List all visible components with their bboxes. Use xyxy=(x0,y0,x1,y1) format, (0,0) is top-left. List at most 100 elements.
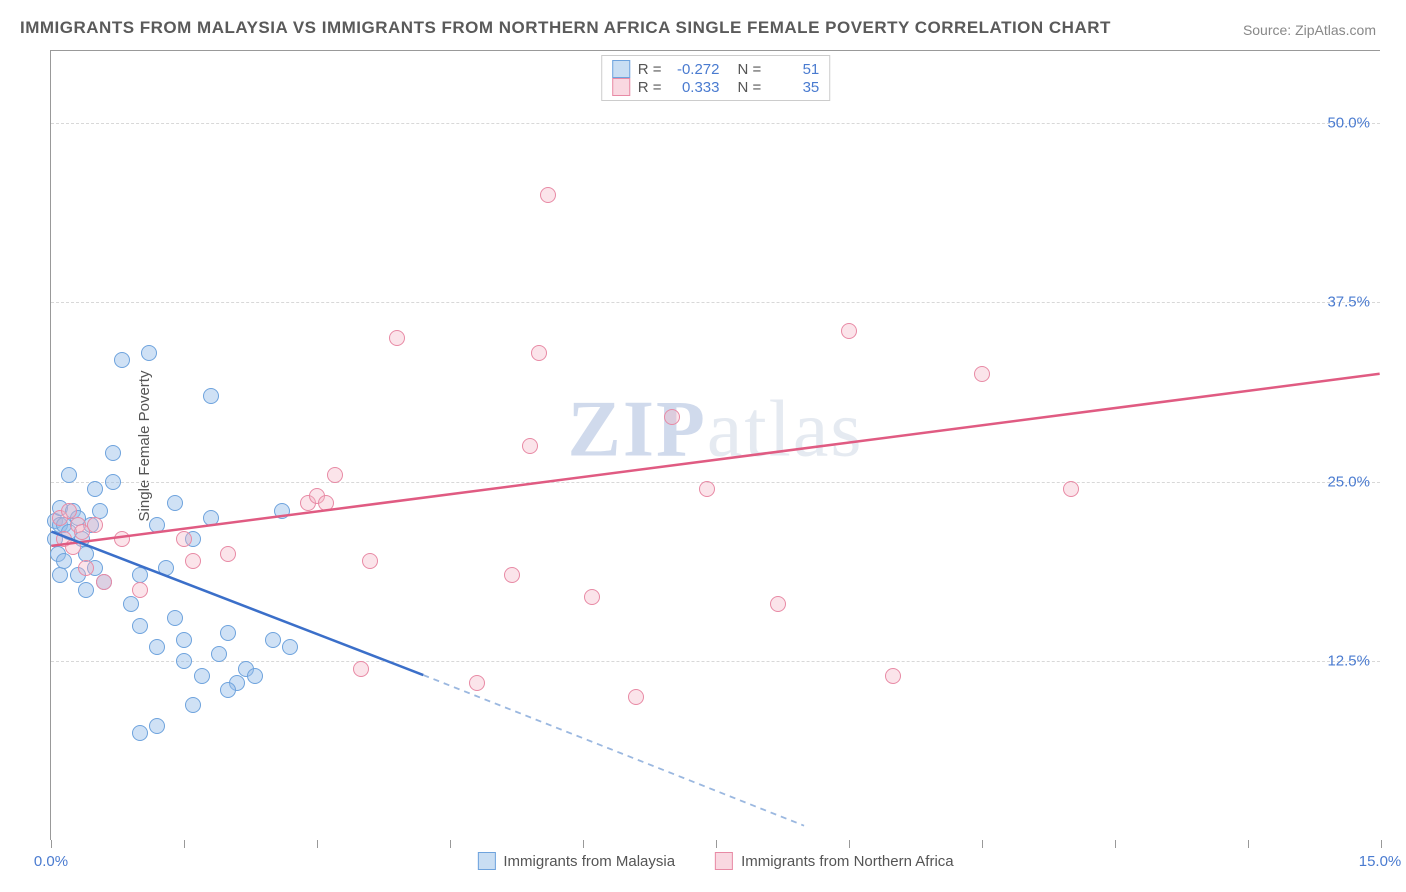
data-point xyxy=(114,531,130,547)
data-point xyxy=(158,560,174,576)
chart-title: IMMIGRANTS FROM MALAYSIA VS IMMIGRANTS F… xyxy=(20,18,1111,38)
n-label: N = xyxy=(738,61,762,78)
legend-item-malaysia: Immigrants from Malaysia xyxy=(477,852,675,870)
data-point xyxy=(123,596,139,612)
data-point xyxy=(220,682,236,698)
watermark-rest: atlas xyxy=(707,385,864,473)
data-point xyxy=(194,668,210,684)
x-tick xyxy=(317,840,318,848)
data-point xyxy=(114,352,130,368)
data-point xyxy=(1063,481,1079,497)
watermark-bold: ZIP xyxy=(568,385,707,473)
data-point xyxy=(220,546,236,562)
source-name: ZipAtlas.com xyxy=(1295,22,1376,38)
data-point xyxy=(699,481,715,497)
legend-label-nafrica: Immigrants from Northern Africa xyxy=(741,853,954,870)
data-point xyxy=(362,553,378,569)
data-point xyxy=(185,553,201,569)
data-point xyxy=(504,567,520,583)
series-legend: Immigrants from Malaysia Immigrants from… xyxy=(477,852,953,870)
data-point xyxy=(203,510,219,526)
data-point xyxy=(176,632,192,648)
data-point xyxy=(841,323,857,339)
data-point xyxy=(664,409,680,425)
data-point xyxy=(149,718,165,734)
data-point xyxy=(61,467,77,483)
data-point xyxy=(141,345,157,361)
data-point xyxy=(149,517,165,533)
legend-row-nafrica: R = 0.333 N = 35 xyxy=(612,78,820,96)
y-tick-label: 50.0% xyxy=(1327,114,1370,131)
data-point xyxy=(65,539,81,555)
data-point xyxy=(87,481,103,497)
r-label: R = xyxy=(638,61,662,78)
y-tick-label: 37.5% xyxy=(1327,294,1370,311)
r-value-nafrica: 0.333 xyxy=(670,79,720,96)
data-point xyxy=(274,503,290,519)
gridline xyxy=(51,482,1380,483)
data-point xyxy=(56,553,72,569)
chart-plot-area: Single Female Poverty ZIPatlas 12.5%25.0… xyxy=(50,50,1380,840)
data-point xyxy=(105,474,121,490)
x-tick-label-max: 15.0% xyxy=(1359,853,1402,870)
data-point xyxy=(185,697,201,713)
source-label: Source: xyxy=(1243,22,1295,38)
data-point xyxy=(105,445,121,461)
y-tick-label: 12.5% xyxy=(1327,653,1370,670)
data-point xyxy=(522,438,538,454)
data-point xyxy=(247,668,263,684)
x-tick xyxy=(849,840,850,848)
data-point xyxy=(132,618,148,634)
data-point xyxy=(78,582,94,598)
swatch-blue-2 xyxy=(477,852,495,870)
data-point xyxy=(132,582,148,598)
data-point xyxy=(353,661,369,677)
data-point xyxy=(149,639,165,655)
data-point xyxy=(265,632,281,648)
gridline xyxy=(51,302,1380,303)
x-tick xyxy=(1115,840,1116,848)
r-label-2: R = xyxy=(638,79,662,96)
data-point xyxy=(96,574,112,590)
data-point xyxy=(974,366,990,382)
data-point xyxy=(167,610,183,626)
x-tick xyxy=(51,840,52,848)
data-point xyxy=(584,589,600,605)
swatch-pink xyxy=(612,78,630,96)
legend-item-nafrica: Immigrants from Northern Africa xyxy=(715,852,954,870)
data-point xyxy=(78,560,94,576)
data-point xyxy=(770,596,786,612)
n-value-malaysia: 51 xyxy=(769,61,819,78)
source-attribution: Source: ZipAtlas.com xyxy=(1243,22,1376,38)
data-point xyxy=(389,330,405,346)
x-tick xyxy=(716,840,717,848)
data-point xyxy=(211,646,227,662)
x-tick xyxy=(982,840,983,848)
data-point xyxy=(87,517,103,533)
data-point xyxy=(318,495,334,511)
y-tick-label: 25.0% xyxy=(1327,473,1370,490)
legend-row-malaysia: R = -0.272 N = 51 xyxy=(612,60,820,78)
gridline xyxy=(51,123,1380,124)
trend-lines xyxy=(51,51,1380,840)
data-point xyxy=(531,345,547,361)
n-value-nafrica: 35 xyxy=(769,79,819,96)
x-tick xyxy=(450,840,451,848)
x-tick xyxy=(1248,840,1249,848)
data-point xyxy=(885,668,901,684)
data-point xyxy=(469,675,485,691)
x-tick xyxy=(1381,840,1382,848)
data-point xyxy=(176,531,192,547)
legend-label-malaysia: Immigrants from Malaysia xyxy=(503,853,675,870)
x-tick-label-min: 0.0% xyxy=(34,853,68,870)
correlation-legend: R = -0.272 N = 51 R = 0.333 N = 35 xyxy=(601,55,831,101)
watermark: ZIPatlas xyxy=(568,384,864,475)
data-point xyxy=(327,467,343,483)
n-label-2: N = xyxy=(738,79,762,96)
x-tick xyxy=(184,840,185,848)
data-point xyxy=(220,625,236,641)
data-point xyxy=(176,653,192,669)
r-value-malaysia: -0.272 xyxy=(670,61,720,78)
data-point xyxy=(203,388,219,404)
data-point xyxy=(540,187,556,203)
